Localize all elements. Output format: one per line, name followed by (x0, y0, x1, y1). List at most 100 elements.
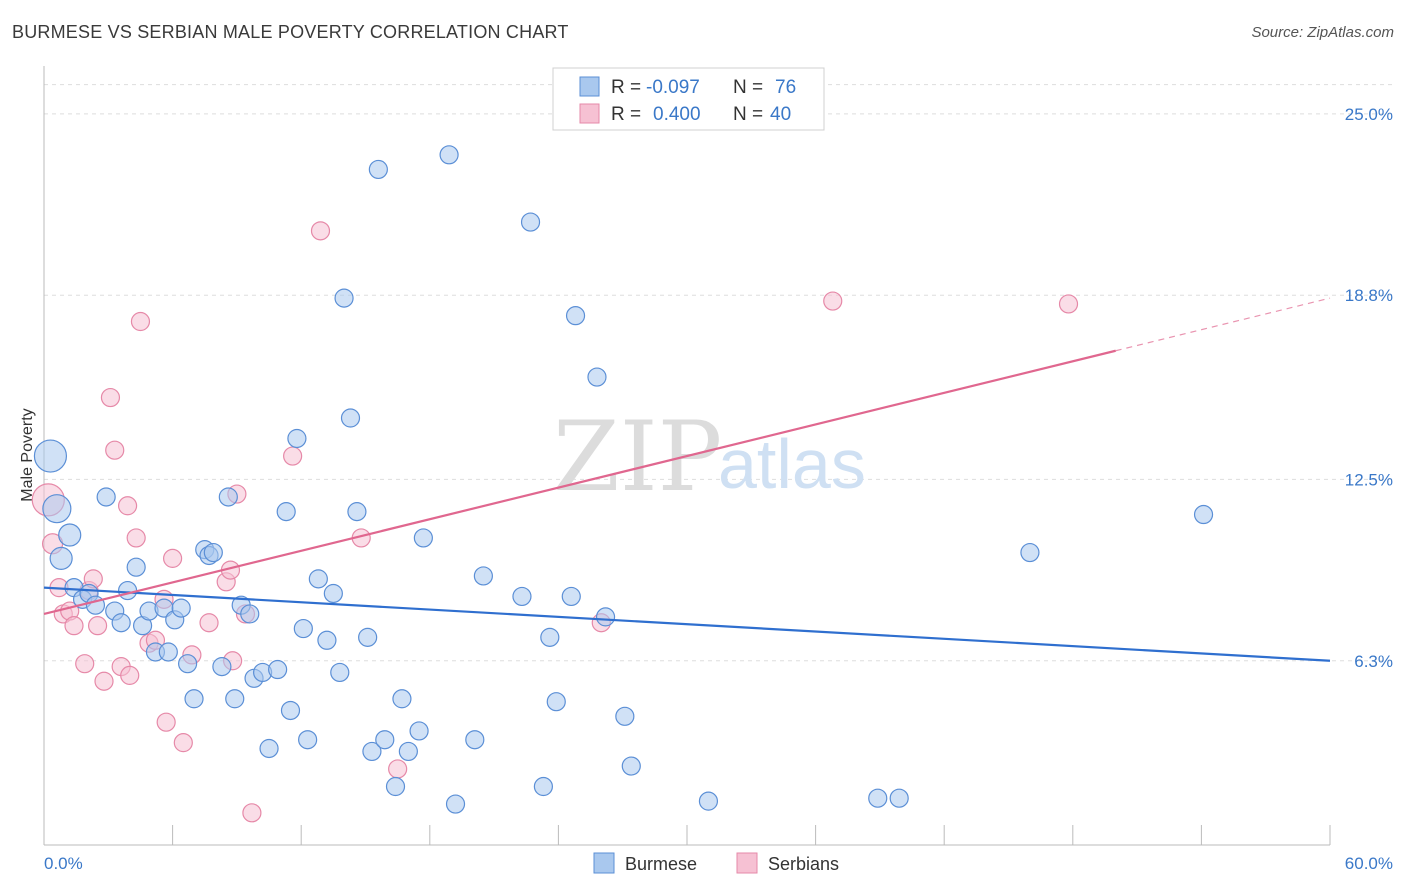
serbians-point (120, 665, 140, 685)
burmese-point (698, 791, 719, 811)
burmese-point (409, 721, 429, 741)
burmese-point (385, 776, 406, 797)
burmese-point (375, 730, 395, 750)
burmese-point (334, 288, 354, 308)
burmese-point (362, 741, 382, 762)
burmese-point (178, 654, 198, 674)
burmese-point (533, 776, 553, 797)
trend-lines (43, 297, 1331, 662)
burmese-point (240, 604, 260, 624)
bottom-legend-serbians: Serbians (768, 854, 839, 874)
y-tick-label: 6.3% (1354, 652, 1393, 671)
serbians-point (75, 654, 95, 674)
burmese-point (889, 788, 909, 808)
legend-n-label-serbians: N = (733, 104, 763, 125)
burmese-point (225, 689, 245, 709)
burmese-point (615, 706, 635, 726)
serbians-point (310, 221, 331, 241)
burmese-point (621, 756, 641, 776)
legend-r-value-serbians: 0.400 (653, 104, 701, 125)
watermark-zip: ZIP (553, 401, 722, 513)
serbians-point (199, 613, 219, 633)
serbians-point (283, 446, 303, 466)
burmese-point (203, 542, 223, 563)
burmese-point (117, 580, 138, 601)
serbians-points (31, 221, 1079, 823)
burmese-point (308, 569, 328, 589)
burmese-point (276, 502, 296, 522)
legend-n-value-serbians: 40 (770, 104, 791, 125)
y-tick-labels: 6.3% 12.5% 18.8% 25.0% (1345, 105, 1393, 671)
burmese-point (595, 607, 616, 627)
burmese-point (413, 528, 433, 548)
bottom-legend: Burmese Serbians (593, 852, 839, 874)
burmese-point (465, 730, 485, 750)
burmese-point (512, 586, 532, 607)
burmese-point (473, 566, 493, 586)
legend-swatch-burmese (579, 76, 600, 97)
serbians-point (64, 616, 84, 636)
serbians-point (163, 548, 183, 568)
legend-r-label-burmese: R = (611, 77, 641, 98)
burmese-point (565, 306, 586, 326)
burmese-point (330, 662, 350, 683)
legend-n-label-burmese: N = (733, 77, 763, 98)
burmese-point (398, 741, 418, 762)
legend-swatch-serbians (579, 103, 600, 124)
burmese-point (587, 367, 607, 387)
burmese-point (49, 546, 73, 570)
y-tick-label: 25.0% (1345, 105, 1393, 124)
y-tick-label: 12.5% (1345, 470, 1393, 489)
legend-n-value-burmese: 76 (775, 77, 796, 98)
burmese-point (280, 700, 301, 721)
burmese-point (561, 586, 581, 607)
bottom-legend-burmese: Burmese (625, 854, 697, 874)
burmese-point (439, 145, 459, 165)
bottom-legend-swatch-burmese (593, 852, 615, 874)
burmese-point (445, 794, 466, 814)
burmese-point (42, 494, 72, 524)
burmese-point (546, 692, 566, 712)
burmese-points (33, 145, 1214, 814)
burmese-point (158, 642, 178, 662)
burmese-point (540, 627, 560, 647)
burmese-point (1020, 542, 1040, 563)
legend-r-value-burmese: -0.097 (646, 77, 700, 98)
x-tick-max: 60.0% (1345, 854, 1393, 873)
burmese-point (111, 613, 131, 633)
burmese-point (218, 487, 238, 507)
serbians-point (94, 671, 114, 691)
watermark-atlas: atlas (718, 425, 866, 503)
burmese-point (368, 159, 388, 180)
burmese-point (268, 659, 288, 680)
burmese-point (212, 657, 232, 677)
serbians-point (105, 440, 125, 460)
burmese-point (293, 618, 313, 639)
source-label: Source: ZipAtlas.com (1251, 24, 1394, 41)
watermark: ZIP atlas (553, 401, 866, 513)
chart-title: BURMESE VS SERBIAN MALE POVERTY CORRELAT… (12, 22, 569, 42)
bottom-legend-swatch-serbians (736, 852, 758, 874)
burmese-point (1193, 504, 1214, 525)
serbians-point (823, 291, 843, 311)
burmese-point (317, 630, 337, 650)
burmese-point (171, 598, 191, 618)
burmese-point (96, 487, 116, 507)
serbians-point (242, 803, 262, 823)
serbians-trend-extension (1115, 297, 1331, 352)
burmese-point (323, 583, 343, 604)
serbians-point (156, 712, 176, 732)
serbians-point (117, 496, 138, 516)
burmese-point (287, 428, 307, 449)
burmese-point (126, 557, 146, 577)
burmese-point (340, 408, 361, 428)
burmese-trend-line (43, 586, 1331, 662)
burmese-point (358, 627, 378, 647)
legend: R = -0.097 N = 76 R = 0.400 N = 40 (552, 67, 825, 131)
burmese-point (347, 502, 367, 522)
serbians-trend-line (43, 349, 1116, 616)
burmese-point (58, 523, 82, 547)
serbians-point (100, 387, 121, 408)
serbians-point (388, 759, 408, 779)
